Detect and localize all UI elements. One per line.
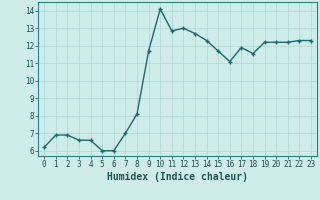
X-axis label: Humidex (Indice chaleur): Humidex (Indice chaleur): [107, 172, 248, 182]
